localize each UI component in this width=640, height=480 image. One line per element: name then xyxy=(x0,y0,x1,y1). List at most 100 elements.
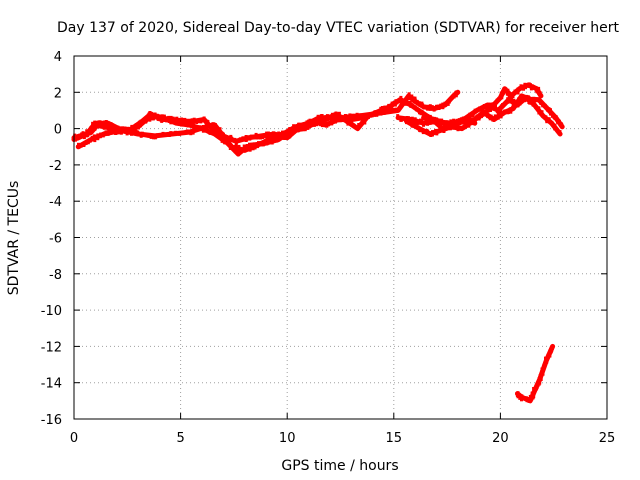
data-point xyxy=(214,131,218,134)
data-point xyxy=(316,118,320,122)
data-point xyxy=(220,131,224,135)
data-point xyxy=(436,129,440,133)
data-point xyxy=(492,106,496,110)
data-point xyxy=(266,136,270,140)
data-point xyxy=(328,114,331,118)
data-point xyxy=(549,350,553,354)
data-point xyxy=(399,102,403,106)
data-point xyxy=(360,121,364,125)
data-point xyxy=(220,139,224,143)
data-point xyxy=(218,135,222,139)
data-point xyxy=(471,114,475,117)
data-point xyxy=(208,131,212,135)
data-point xyxy=(524,86,527,90)
data-point xyxy=(283,136,287,140)
data-point xyxy=(236,153,240,157)
data-point xyxy=(528,399,532,403)
data-point xyxy=(504,89,508,93)
data-point xyxy=(415,102,419,106)
data-point xyxy=(354,115,358,119)
data-point xyxy=(418,128,422,132)
data-point xyxy=(286,130,290,134)
data-point xyxy=(320,114,324,117)
y-tick-label: -14 xyxy=(41,377,62,392)
data-point xyxy=(311,121,315,125)
data-point xyxy=(269,139,273,143)
data-point xyxy=(534,105,538,109)
y-tick-label: 2 xyxy=(54,86,62,101)
data-point xyxy=(201,129,205,133)
data-point xyxy=(189,132,193,136)
data-point xyxy=(100,125,104,129)
data-point xyxy=(376,111,380,115)
data-point xyxy=(426,107,430,111)
data-point xyxy=(319,116,323,120)
y-tick-label: -16 xyxy=(41,413,62,428)
data-point xyxy=(547,351,551,355)
data-point xyxy=(218,127,222,131)
data-point xyxy=(411,96,415,100)
data-point xyxy=(92,122,96,126)
data-point xyxy=(91,121,95,125)
data-point xyxy=(539,113,543,116)
chart-title: Day 137 of 2020, Sidereal Day-to-day VTE… xyxy=(57,20,619,36)
y-tick-label: -4 xyxy=(49,195,62,210)
data-point xyxy=(456,124,459,128)
data-point xyxy=(525,95,529,99)
data-point xyxy=(374,112,378,116)
data-point xyxy=(259,136,262,140)
x-axis-label: GPS time / hours xyxy=(281,458,398,474)
data-point xyxy=(455,90,458,94)
data-point xyxy=(355,125,359,129)
axis-ticks: 0 5 10 15 20 25 -16 -14 -12 -10 -8 -6 -4 -2 0 2 4 xyxy=(41,50,616,446)
data-point xyxy=(114,131,118,135)
data-point xyxy=(270,141,274,145)
data-point xyxy=(203,118,206,121)
data-point xyxy=(432,106,436,110)
data-point xyxy=(382,111,386,115)
data-point xyxy=(93,120,97,124)
data-point xyxy=(104,130,108,134)
data-point xyxy=(496,116,500,120)
data-point xyxy=(253,145,257,149)
data-point xyxy=(323,123,327,127)
data-point xyxy=(242,144,246,148)
data-point xyxy=(395,101,399,105)
data-point xyxy=(298,122,302,126)
data-point xyxy=(245,144,249,147)
data-point xyxy=(504,87,508,91)
data-point xyxy=(155,113,159,117)
data-point xyxy=(131,126,135,130)
data-point xyxy=(516,87,520,91)
data-point xyxy=(486,109,490,113)
data-point xyxy=(440,129,444,133)
data-point xyxy=(346,122,350,126)
data-point xyxy=(89,138,93,142)
data-point xyxy=(424,105,428,108)
data-point xyxy=(535,386,539,390)
data-point xyxy=(486,102,490,106)
data-point xyxy=(482,104,486,107)
data-point xyxy=(452,95,456,99)
data-point xyxy=(538,381,542,385)
data-point xyxy=(411,124,415,128)
data-point xyxy=(533,102,537,106)
data-point xyxy=(436,104,440,108)
data-point xyxy=(446,125,450,129)
data-point xyxy=(426,122,430,126)
data-point xyxy=(256,144,260,148)
data-point xyxy=(533,86,537,90)
data-point xyxy=(202,125,205,128)
data-point xyxy=(140,131,144,135)
data-point xyxy=(82,142,86,146)
data-point xyxy=(521,99,525,103)
data-point xyxy=(437,107,441,110)
data-point xyxy=(124,128,128,132)
data-point xyxy=(454,93,457,96)
data-point xyxy=(541,104,545,108)
data-point xyxy=(326,123,330,127)
data-point xyxy=(252,136,256,140)
y-tick-label: -12 xyxy=(41,340,62,355)
data-point xyxy=(129,127,133,131)
data-point xyxy=(560,122,563,126)
